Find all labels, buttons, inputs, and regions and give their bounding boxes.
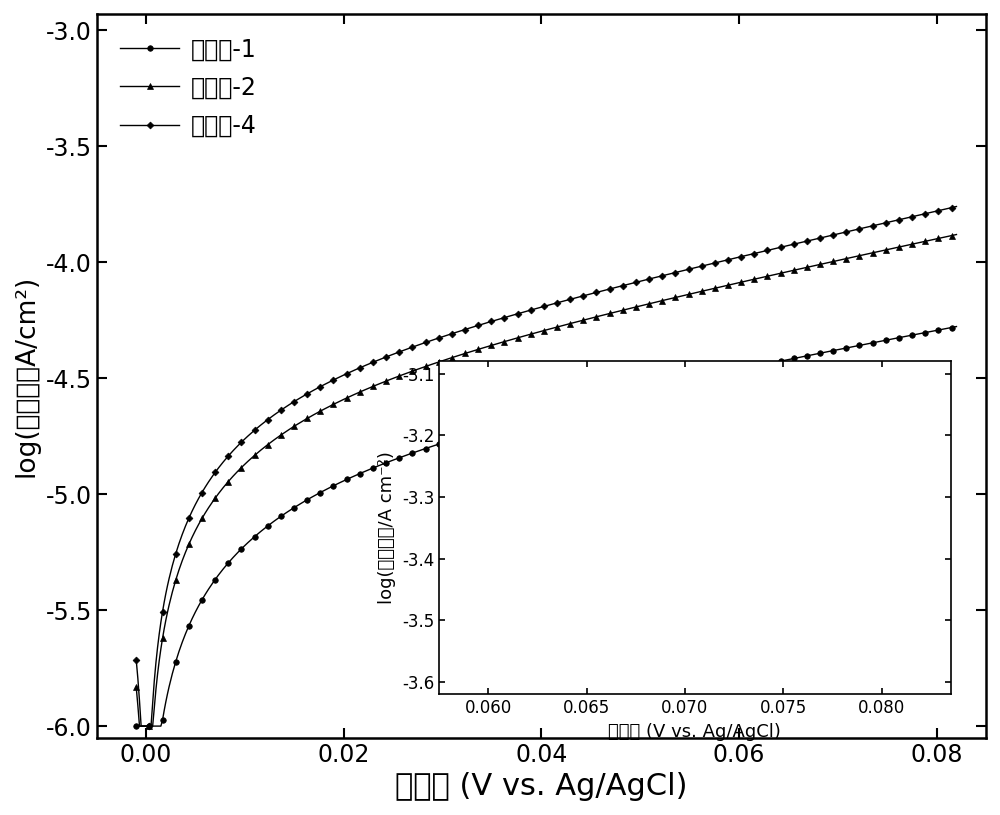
Legend: 碳化镁-1, 碳化镁-2, 碳化镁-4: 碳化镁-1, 碳化镁-2, 碳化镁-4 [108,26,269,150]
碳化镁-4 [950,201,962,211]
Line: 碳化镁-2: 碳化镁-2 [133,231,959,729]
碳化镁-1 [130,721,142,731]
Line: 碳化镁-4: 碳化镁-4 [134,204,959,729]
碳化镁-1 [931,325,943,335]
碳化镁-1 [525,412,537,422]
碳化镁-1 [803,350,815,360]
碳化镁-2 [130,682,142,692]
碳化镁-2 [133,721,145,731]
碳化镁-4 [804,236,816,245]
碳化镁-4 [135,721,147,731]
碳化镁-2 [620,305,632,315]
Line: 碳化镁-1: 碳化镁-1 [133,324,959,729]
X-axis label: 过电位 (V vs. Ag/AgCl): 过电位 (V vs. Ag/AgCl) [395,772,688,801]
碳化镁-4 [526,305,538,315]
碳化镁-1 [574,400,586,410]
碳化镁-2 [932,234,944,244]
碳化镁-1 [618,390,630,399]
碳化镁-4 [620,280,632,289]
碳化镁-4 [932,205,944,215]
碳化镁-4 [130,655,142,665]
Y-axis label: log(电流密度A/cm²): log(电流密度A/cm²) [14,275,40,477]
碳化镁-4 [521,306,533,316]
碳化镁-4 [576,292,588,302]
碳化镁-2 [526,328,538,338]
碳化镁-1 [950,322,962,332]
碳化镁-1 [520,414,532,424]
碳化镁-2 [804,262,816,271]
碳化镁-2 [576,315,588,325]
碳化镁-2 [950,230,962,240]
碳化镁-2 [521,330,533,340]
